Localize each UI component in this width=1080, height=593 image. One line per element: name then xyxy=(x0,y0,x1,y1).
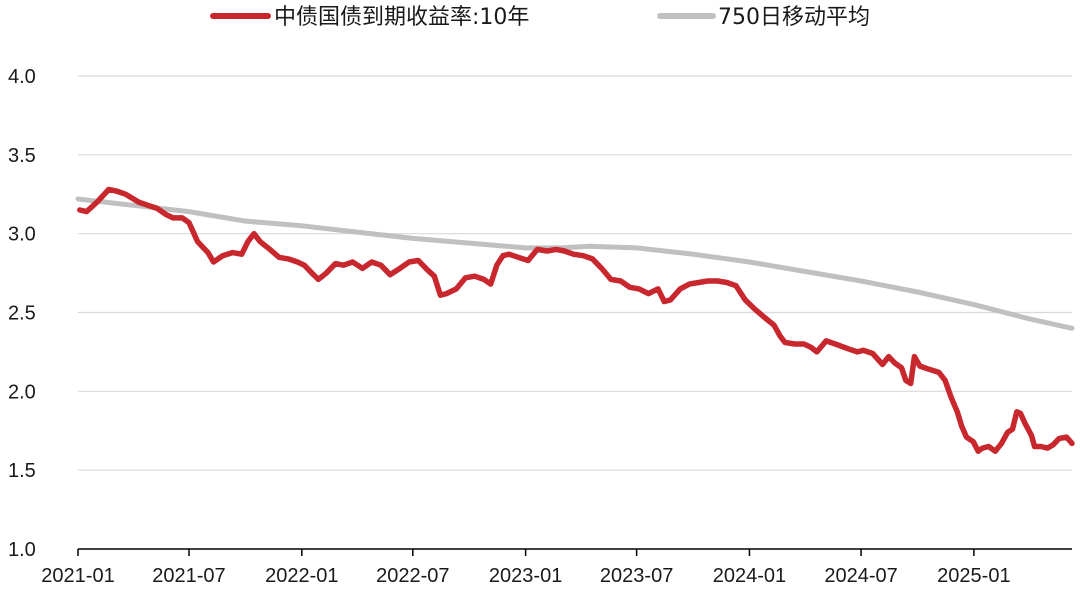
y-tick-label: 3.5 xyxy=(8,145,36,167)
x-tick-label: 2025-01 xyxy=(937,565,1010,587)
x-tick-label: 2024-07 xyxy=(824,565,897,587)
x-axis: 2021-01 2021-07 2022-01 2022-07 2023-01 2023-… xyxy=(41,548,1072,587)
series-line-ma xyxy=(75,196,1075,331)
legend-label-yield: 中债国债到期收益率:10年 xyxy=(274,5,529,30)
series-line-yield xyxy=(77,186,1075,454)
x-tick-label: 2023-07 xyxy=(600,565,673,587)
x-tick-label: 2023-01 xyxy=(489,565,562,587)
gridlines xyxy=(78,75,1072,471)
x-tick-label: 2021-01 xyxy=(41,565,114,587)
y-axis: 1.0 1.5 2.0 2.5 3.0 3.5 4.0 xyxy=(8,66,36,561)
series-lines xyxy=(75,186,1075,454)
x-tick-label: 2024-01 xyxy=(713,565,786,587)
x-tick-label: 2022-01 xyxy=(265,565,338,587)
legend-item-yield: 中债国债到期收益率:10年 xyxy=(210,5,529,30)
x-tick-label: 2021-07 xyxy=(152,565,225,587)
y-tick-label: 3.0 xyxy=(8,224,36,246)
y-tick-label: 2.5 xyxy=(8,303,36,325)
y-tick-label: 4.0 xyxy=(8,66,36,88)
legend-label-ma: 750日移动平均 xyxy=(718,5,870,30)
y-tick-label: 1.5 xyxy=(8,460,36,482)
legend-item-ma: 750日移动平均 xyxy=(657,5,870,30)
y-tick-label: 2.0 xyxy=(8,381,36,403)
x-tick-label: 2022-07 xyxy=(376,565,449,587)
y-tick-label: 1.0 xyxy=(8,539,36,561)
legend: 中债国债到期收益率:10年 750日移动平均 xyxy=(210,5,870,30)
